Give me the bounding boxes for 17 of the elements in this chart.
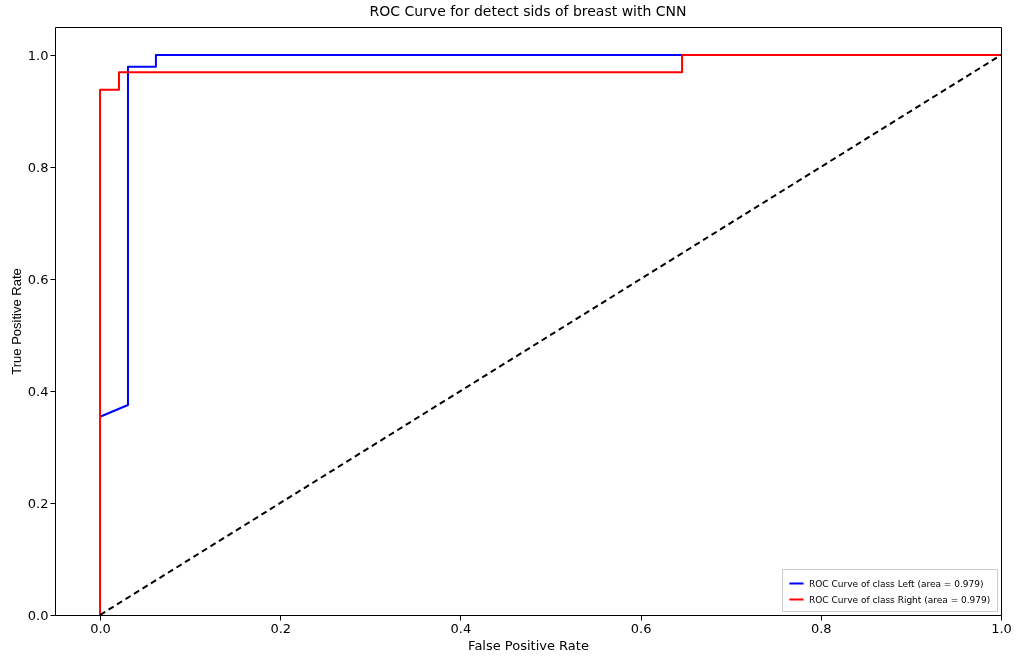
x-tick-label: 0.2: [270, 620, 292, 636]
x-tick-label: 0.4: [450, 620, 472, 636]
legend-label: ROC Curve of class Right (area = 0.979): [809, 594, 991, 605]
x-axis-title: False Positive Rate: [468, 637, 589, 653]
y-tick-label: 0.2: [27, 495, 49, 511]
x-tick-label: 0.6: [630, 620, 652, 636]
y-tick-label: 1.0: [27, 47, 49, 63]
legend-label: ROC Curve of class Left (area = 0.979): [809, 578, 984, 589]
y-tick-label: 0.6: [27, 271, 49, 287]
y-tick-label: 0.8: [27, 159, 49, 175]
x-tick-label: 1.0: [991, 620, 1012, 636]
y-axis-title: True Positive Rate: [8, 268, 24, 375]
y-tick-label: 0.0: [27, 607, 49, 623]
chart-title: ROC Curve for detect sids of breast with CNN: [369, 3, 687, 19]
x-tick-label: 0.0: [90, 620, 111, 636]
x-tick-label: 0.8: [810, 620, 832, 636]
y-tick-label: 0.4: [27, 383, 49, 399]
